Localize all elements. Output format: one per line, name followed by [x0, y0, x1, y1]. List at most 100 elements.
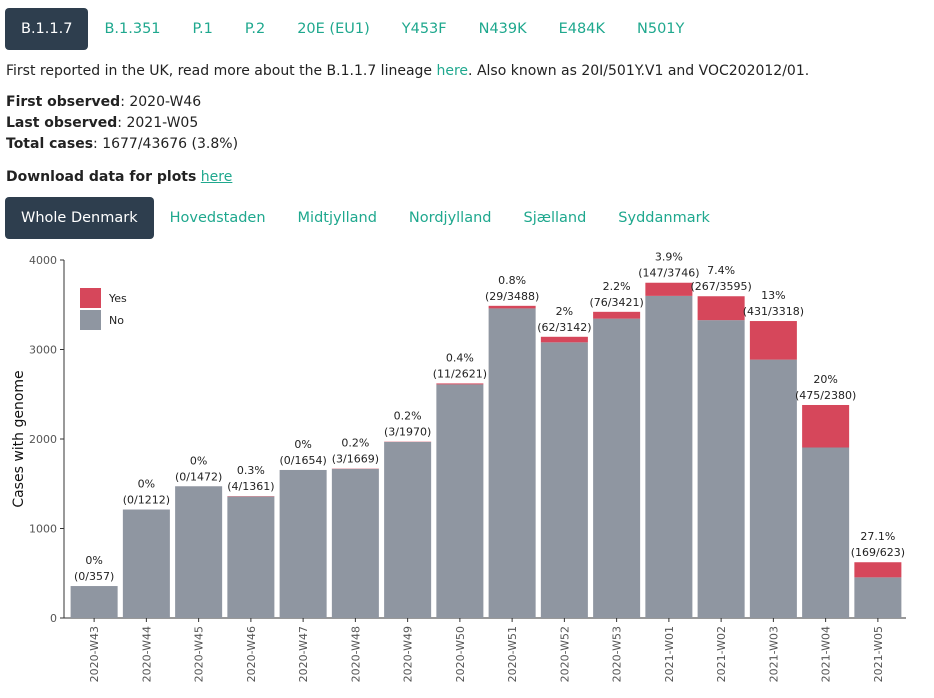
bar-count-label: (431/3318) [743, 305, 804, 318]
bar-percent-label: 3.9% [655, 251, 683, 264]
bar-count-label: (11/2621) [433, 367, 487, 380]
lineage-info-link[interactable]: here [436, 63, 469, 79]
tab-region-midtjylland[interactable]: Midtjylland [297, 210, 377, 226]
bar-yes [436, 383, 484, 385]
last-observed-label: Last observed [6, 115, 118, 131]
bar-count-label: (3/1970) [384, 426, 431, 439]
bar-percent-label: 0.2% [394, 410, 422, 423]
total-cases-value: 1677/43676 (3.8%) [102, 136, 239, 152]
bar-count-label: (0/357) [74, 570, 114, 583]
bar-count-label: (62/3142) [537, 321, 591, 334]
last-observed-value: 2021-W05 [126, 115, 199, 131]
bar-yes [749, 321, 797, 360]
bar-percent-label: 2% [556, 305, 573, 318]
tab-lineage-b-1-1-7[interactable]: B.1.1.7 [5, 8, 89, 50]
bar-percent-label: 0.8% [498, 274, 526, 287]
legend-swatch-yes [80, 288, 101, 308]
bar-percent-label: 0% [138, 478, 155, 491]
tab-region-hovedstaden[interactable]: Hovedstaden [169, 210, 266, 226]
bar-count-label: (169/623) [851, 546, 905, 559]
bar-no [697, 320, 745, 618]
total-cases-row: Total cases: 1677/43676 (3.8%) [6, 136, 239, 152]
bar-yes [854, 562, 902, 578]
bar-percent-label: 2.2% [603, 280, 631, 293]
region-tabs: Whole Denmark Hovedstaden Midtjylland Nordj… [5, 197, 726, 239]
x-tick-label: 2020-W48 [349, 626, 362, 682]
first-observed-label: First observed [6, 94, 121, 110]
bar-yes [593, 311, 641, 319]
last-observed-row: Last observed: 2021-W05 [6, 115, 199, 131]
x-tick-label: 2021-W05 [872, 626, 885, 682]
description-text: First reported in the UK, read more abou… [6, 63, 437, 79]
x-tick-label: 2021-W01 [663, 626, 676, 682]
bar-count-label: (3/1669) [332, 453, 379, 466]
y-tick-label: 3000 [29, 344, 57, 357]
tab-lineage-p-2[interactable]: P.2 [244, 21, 266, 37]
bar-yes [697, 296, 745, 321]
bar-percent-label: 7.4% [707, 264, 735, 277]
bar-no [175, 486, 223, 618]
bar-percent-label: 13% [761, 289, 785, 302]
first-observed-value: 2020-W46 [129, 94, 202, 110]
bar-no [802, 447, 850, 618]
bar-yes [645, 282, 693, 296]
tab-lineage-p-1[interactable]: P.1 [192, 21, 213, 37]
bar-no [488, 308, 536, 618]
bar-no [384, 441, 432, 618]
bar-count-label: (267/3595) [690, 280, 751, 293]
x-tick-label: 2020-W49 [402, 626, 415, 682]
tab-lineage-e484k[interactable]: E484K [558, 21, 605, 37]
tab-lineage-b-1-351[interactable]: B.1.351 [104, 21, 161, 37]
legend-label-yes: Yes [108, 292, 127, 305]
y-axis-label: Cases with genome [11, 370, 27, 507]
description-suffix: . Also known as 20I/501Y.V1 and VOC20201… [468, 63, 810, 79]
bar-count-label: (0/1212) [123, 494, 170, 507]
bar-no [70, 586, 118, 618]
tab-lineage-n439k[interactable]: N439K [478, 21, 527, 37]
bar-count-label: (76/3421) [589, 296, 643, 309]
bar-percent-label: 0.4% [446, 351, 474, 364]
y-tick-label: 1000 [29, 523, 57, 536]
bar-no [279, 469, 327, 618]
x-tick-label: 2021-W02 [715, 626, 728, 682]
bar-count-label: (4/1361) [227, 480, 274, 493]
legend-label-no: No [109, 314, 124, 327]
tab-region-sjælland[interactable]: Sjælland [523, 210, 587, 226]
x-tick-label: 2020-W43 [88, 626, 101, 682]
bar-percent-label: 0.3% [237, 464, 265, 477]
x-tick-label: 2020-W52 [558, 626, 571, 682]
bar-percent-label: 0% [85, 554, 102, 567]
bar-no [122, 509, 170, 618]
bar-yes [488, 305, 536, 309]
y-tick-label: 0 [50, 612, 57, 625]
bar-no [331, 468, 379, 618]
tab-lineage-20e-eu1[interactable]: 20E (EU1) [297, 21, 370, 37]
total-cases-label: Total cases [6, 136, 94, 152]
bar-yes [802, 404, 850, 448]
bar-percent-label: 0% [190, 454, 207, 467]
bar-count-label: (147/3746) [638, 267, 699, 280]
bar-count-label: (29/3488) [485, 290, 539, 303]
tab-lineage-y453f[interactable]: Y453F [401, 21, 447, 37]
download-row: Download data for plots here [6, 169, 232, 185]
bar-percent-label: 27.1% [860, 530, 895, 543]
bar-no [645, 295, 693, 618]
download-link[interactable]: here [200, 169, 233, 185]
first-observed-row: First observed: 2020-W46 [6, 94, 202, 110]
cases-bar-chart: 0 1000 2000 3000 4000 Cases with genome 0% (0/3… [11, 251, 906, 682]
tab-region-whole-denmark[interactable]: Whole Denmark [5, 197, 154, 239]
x-tick-label: 2020-W50 [454, 626, 467, 682]
tab-lineage-n501y[interactable]: N501Y [637, 21, 685, 37]
y-tick-label: 2000 [29, 433, 57, 446]
bar-percent-label: 20% [813, 373, 837, 386]
tab-region-nordjylland[interactable]: Nordjylland [408, 210, 492, 226]
bar-count-label: (475/2380) [795, 389, 856, 402]
bar-no [540, 342, 588, 618]
bar-count-label: (0/1472) [175, 470, 222, 483]
lineage-tabs: B.1.1.7 B.1.351 P.1 P.2 20E (EU1) Y453F N439K E… [5, 8, 700, 50]
tab-region-syddanmark[interactable]: Syddanmark [618, 210, 710, 226]
bar-yes [540, 336, 588, 343]
download-label: Download data for plots [6, 169, 197, 185]
legend-swatch-no [80, 310, 101, 330]
bar-no [593, 318, 641, 618]
